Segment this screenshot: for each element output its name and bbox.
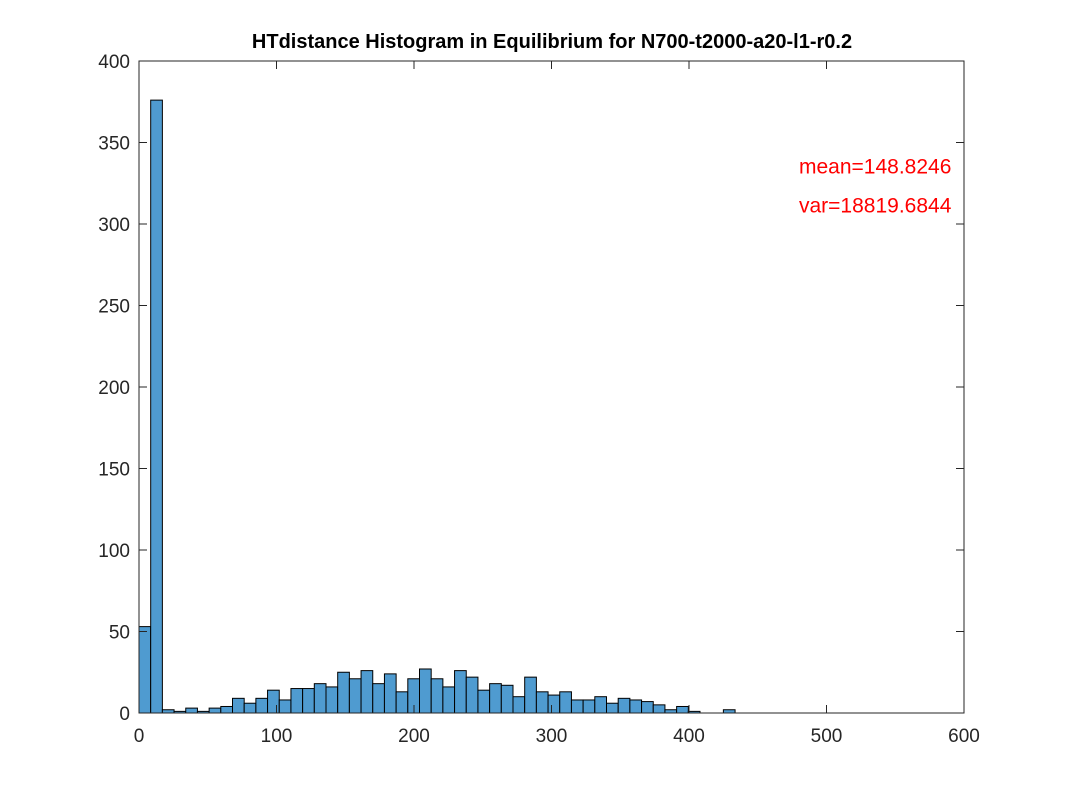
histogram-bar bbox=[208, 707, 222, 714]
histogram-bar bbox=[442, 686, 456, 714]
plot-area bbox=[139, 61, 964, 713]
x-tick-label: 300 bbox=[536, 726, 568, 747]
histogram-bar bbox=[278, 699, 292, 714]
histogram-bar bbox=[676, 705, 689, 714]
histogram-bar bbox=[348, 678, 362, 714]
y-tick-label: 200 bbox=[98, 378, 130, 399]
histogram-bar bbox=[652, 704, 666, 714]
histogram-bar bbox=[629, 699, 643, 714]
histogram-bar bbox=[489, 683, 502, 714]
histogram-bar bbox=[325, 686, 339, 714]
histogram-bar bbox=[150, 99, 163, 714]
y-tick-label: 300 bbox=[98, 215, 130, 236]
chart-title: HTdistance Histogram in Equilibrium for … bbox=[252, 31, 852, 53]
histogram-bar bbox=[582, 699, 596, 714]
x-tick-label: 200 bbox=[398, 726, 430, 747]
histogram-bar bbox=[372, 683, 385, 714]
histogram-bar bbox=[606, 702, 619, 714]
histogram-bar bbox=[641, 701, 654, 714]
y-tick-label: 350 bbox=[98, 134, 130, 155]
histogram-bar bbox=[383, 673, 397, 714]
y-tick-label: 150 bbox=[98, 460, 130, 481]
histogram-bar bbox=[500, 684, 514, 714]
y-tick-label: 400 bbox=[98, 52, 130, 73]
histogram-bar bbox=[454, 670, 467, 714]
histogram-bar bbox=[138, 626, 152, 714]
x-tick-label: 500 bbox=[811, 726, 843, 747]
histogram-bar bbox=[465, 676, 479, 714]
histogram-bar bbox=[419, 668, 432, 714]
y-tick-label: 100 bbox=[98, 541, 130, 562]
histogram-bar bbox=[243, 702, 257, 714]
histogram-bar bbox=[570, 699, 584, 714]
y-tick-label: 0 bbox=[119, 704, 130, 725]
axes: 0 100 200 300 400 500 600 0 50 100 150 200 250 300 350… bbox=[98, 52, 980, 747]
histogram-bars bbox=[138, 99, 736, 714]
histogram-bar bbox=[232, 697, 245, 714]
stat-annotation: mean=148.8246 bbox=[799, 155, 951, 178]
histogram-bar bbox=[594, 696, 607, 714]
histogram-bar bbox=[430, 678, 444, 714]
histogram-bar bbox=[524, 676, 537, 714]
histogram-bar bbox=[290, 688, 304, 714]
y-tick-label: 50 bbox=[109, 623, 130, 644]
histogram-bar bbox=[535, 691, 549, 714]
histogram-bar bbox=[302, 688, 315, 714]
histogram-bar bbox=[477, 689, 491, 714]
histogram-bar bbox=[267, 689, 280, 714]
histogram-bar bbox=[220, 705, 233, 714]
histogram-bar bbox=[512, 696, 526, 714]
histogram-bar bbox=[617, 697, 631, 714]
stat-annotation: var=18819.6844 bbox=[799, 195, 952, 218]
x-tick-label: 400 bbox=[673, 726, 705, 747]
annotations: mean=148.8246 var=18819.6844 bbox=[799, 155, 952, 217]
x-tick-label: 0 bbox=[134, 726, 145, 747]
x-tick-label: 100 bbox=[261, 726, 293, 747]
histogram-bar bbox=[255, 697, 269, 714]
histogram-bar bbox=[313, 683, 327, 714]
y-tick-label: 250 bbox=[98, 297, 130, 318]
x-tick-label: 600 bbox=[948, 726, 980, 747]
histogram-bar bbox=[360, 670, 374, 714]
histogram-bar bbox=[185, 707, 198, 714]
histogram-bar bbox=[395, 691, 409, 714]
histogram-bar bbox=[547, 694, 561, 714]
histogram-bar bbox=[559, 691, 572, 714]
histogram-bar bbox=[337, 671, 350, 714]
